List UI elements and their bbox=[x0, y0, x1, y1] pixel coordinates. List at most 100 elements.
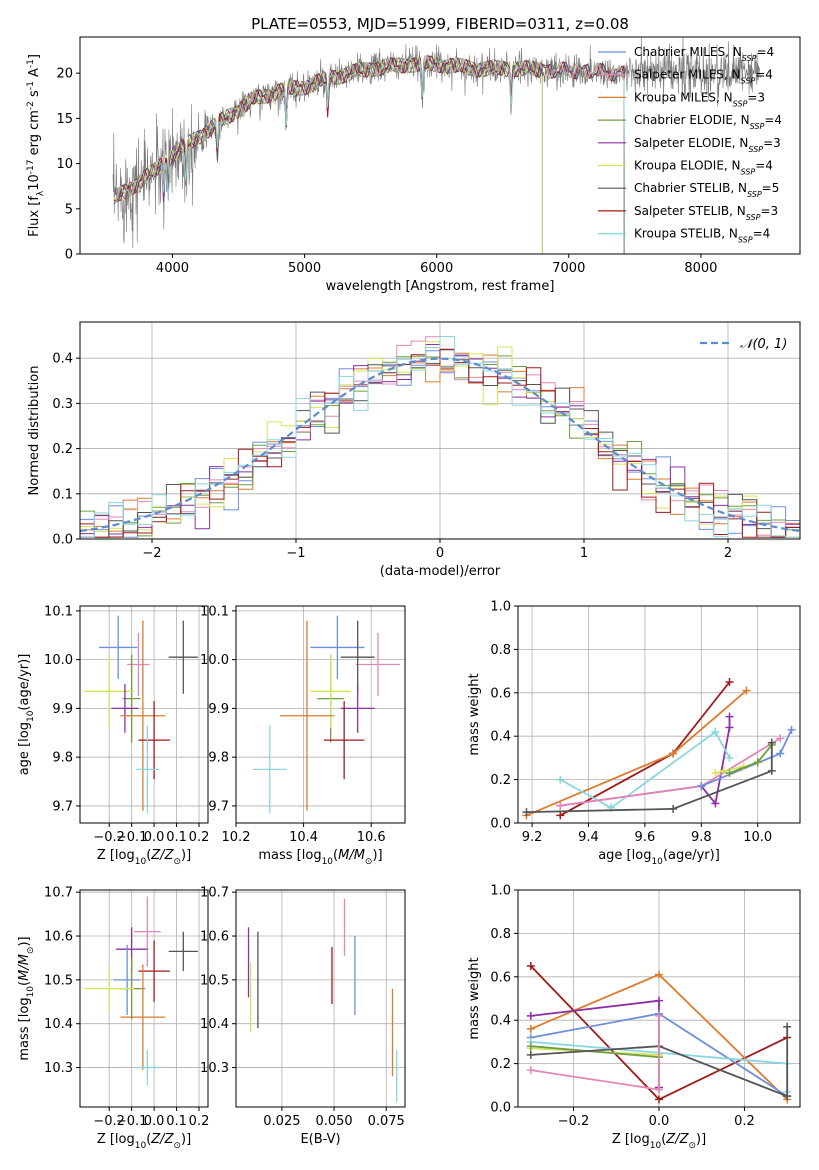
y-tick-label: 10.5 bbox=[200, 973, 229, 988]
x-axis-label: age [log10(age/yr)] bbox=[598, 848, 720, 867]
weight-point-marker bbox=[697, 782, 706, 791]
plot-area bbox=[80, 336, 800, 538]
plot-area bbox=[247, 898, 398, 1103]
plot-area bbox=[252, 615, 400, 814]
x-tick-label: 5000 bbox=[288, 261, 321, 276]
x-tick-label: 0 bbox=[436, 546, 444, 561]
plot-area bbox=[526, 961, 792, 1104]
legend-label: Kroupa STELIB, NSSP=4 bbox=[634, 227, 770, 245]
y-axis-label: mass weight bbox=[467, 957, 482, 1039]
x-tick-label: 9.6 bbox=[635, 830, 656, 845]
y-tick-label: 0.4 bbox=[52, 352, 73, 367]
legend: Chabrier MILES, NSSP=4 Salpeter MILES, NS… bbox=[598, 45, 782, 244]
gridlines bbox=[518, 605, 800, 824]
weight-point-marker bbox=[725, 723, 734, 732]
weight-point-marker bbox=[725, 712, 734, 721]
x-tick-label: 4000 bbox=[156, 261, 189, 276]
axes-frame bbox=[79, 36, 801, 255]
panel-residuals: −2 −1 0 1 2 0.0 0.1 0.2 0.3 0.4 (data-model)/error… bbox=[27, 321, 801, 579]
y-tick-label: 15 bbox=[56, 112, 73, 127]
axes-frame bbox=[235, 889, 406, 1108]
y-axis-label: mass [log10(M/M⊙)] bbox=[17, 936, 36, 1060]
y-tick-label: 9.7 bbox=[52, 799, 73, 814]
weight-point-marker bbox=[522, 808, 531, 817]
x-tick-label: −0.2 bbox=[558, 1114, 590, 1129]
y-tick-label: 10.3 bbox=[200, 1061, 229, 1076]
model-spectrum-line bbox=[114, 55, 625, 254]
y-tick-label: 20 bbox=[56, 67, 73, 82]
legend-label: Salpeter MILES, NSSP=4 bbox=[634, 68, 773, 86]
x-axis-label: E(B-V) bbox=[300, 1132, 340, 1147]
legend-label: Chabrier STELIB, NSSP=5 bbox=[634, 181, 779, 199]
y-tick-label: 9.9 bbox=[52, 702, 73, 717]
axes-frame bbox=[517, 889, 801, 1108]
weight-point-marker bbox=[767, 738, 776, 747]
weight-point-marker bbox=[783, 1092, 792, 1101]
histogram-step bbox=[80, 352, 800, 538]
y-tick-label: 0.3 bbox=[52, 397, 73, 412]
x-tick-label: 9.2 bbox=[522, 830, 543, 845]
x-tick-label: 8000 bbox=[684, 261, 717, 276]
y-tick-label: 0.2 bbox=[490, 773, 511, 788]
x-axis-label: Z [log10(Z/Z⊙)] bbox=[97, 848, 191, 867]
weight-point-marker bbox=[776, 734, 785, 743]
panel-spectrum: 4000 5000 6000 7000 8000 0 5 10 15 20 wavelength [… bbox=[26, 15, 801, 294]
gridlines bbox=[235, 606, 405, 823]
legend-label: Chabrier MILES, NSSP=4 bbox=[634, 45, 774, 63]
x-tick-label: 0.025 bbox=[263, 1114, 300, 1129]
weight-point-marker bbox=[669, 749, 678, 758]
weight-line bbox=[526, 689, 747, 817]
x-tick-label: 0.2 bbox=[189, 1114, 210, 1129]
weight-line bbox=[526, 742, 773, 813]
panel-mass_weight_vs_Z: −0.2 0.0 0.2 0.0 0.2 0.4 0.6 0.8 1.0 Z [log10(Z/Z… bbox=[467, 884, 801, 1151]
y-tick-label: 0.4 bbox=[490, 1014, 511, 1029]
legend-label: Kroupa ELODIE, NSSP=4 bbox=[634, 159, 773, 177]
axes-frame bbox=[79, 321, 801, 540]
x-tick-label: 9.8 bbox=[691, 830, 712, 845]
y-tick-label: 0.6 bbox=[490, 970, 511, 985]
gaussian-curve bbox=[80, 357, 800, 533]
y-tick-label: 9.7 bbox=[208, 799, 229, 814]
x-axis-label: Z [log10(Z/Z⊙)] bbox=[612, 1132, 706, 1151]
weight-point-marker bbox=[526, 1024, 535, 1033]
weight-line bbox=[560, 737, 781, 807]
model-spectrum-line bbox=[113, 55, 625, 254]
panel-mass_vs_ebv: 0.025 0.050 0.075 10.3 10.4 10.5 10.6 10.7 E(B-V… bbox=[200, 886, 406, 1147]
x-axis-label: mass [log10(M/M⊙)] bbox=[258, 848, 382, 867]
y-tick-label: 1.0 bbox=[490, 600, 511, 615]
x-tick-label: 10.2 bbox=[222, 830, 251, 845]
y-tick-label: 0.0 bbox=[490, 817, 511, 832]
x-tick-label: 0.2 bbox=[189, 830, 210, 845]
gridlines bbox=[80, 890, 208, 1107]
y-tick-label: 9.9 bbox=[208, 702, 229, 717]
y-tick-label: 9.8 bbox=[208, 751, 229, 766]
weight-point-marker bbox=[655, 1011, 663, 1020]
legend-label: Salpeter ELODIE, NSSP=3 bbox=[634, 136, 781, 154]
y-tick-label: 0.1 bbox=[52, 487, 73, 502]
x-tick-label: 0.0 bbox=[144, 1114, 165, 1129]
weight-point-marker bbox=[669, 804, 678, 813]
weight-point-marker bbox=[526, 1066, 535, 1075]
x-tick-label: 10.0 bbox=[743, 830, 772, 845]
weight-point-marker bbox=[526, 1011, 535, 1020]
y-tick-label: 0.8 bbox=[490, 927, 511, 942]
x-tick-label: −0.1 bbox=[116, 1114, 148, 1129]
y-tick-label: 1.0 bbox=[490, 884, 511, 899]
plot-area bbox=[112, 37, 761, 254]
y-axis-label: Normed distribution bbox=[27, 366, 42, 496]
y-tick-label: 10.5 bbox=[44, 973, 73, 988]
x-tick-label: 1 bbox=[580, 546, 588, 561]
x-tick-label: 0.1 bbox=[166, 830, 187, 845]
weight-point-marker bbox=[711, 727, 720, 736]
y-tick-label: 10.0 bbox=[200, 653, 229, 668]
axes-frame bbox=[235, 605, 406, 824]
weight-point-marker bbox=[526, 961, 535, 970]
x-axis-label: Z [log10(Z/Z⊙)] bbox=[97, 1132, 191, 1151]
weight-point-marker bbox=[655, 1095, 663, 1104]
y-tick-label: 0.6 bbox=[490, 686, 511, 701]
legend-label: Kroupa MILES, NSSP=3 bbox=[634, 90, 765, 108]
x-tick-label: 0.075 bbox=[368, 1114, 405, 1129]
weight-point-marker bbox=[719, 766, 728, 775]
x-tick-label: 10.6 bbox=[357, 830, 386, 845]
